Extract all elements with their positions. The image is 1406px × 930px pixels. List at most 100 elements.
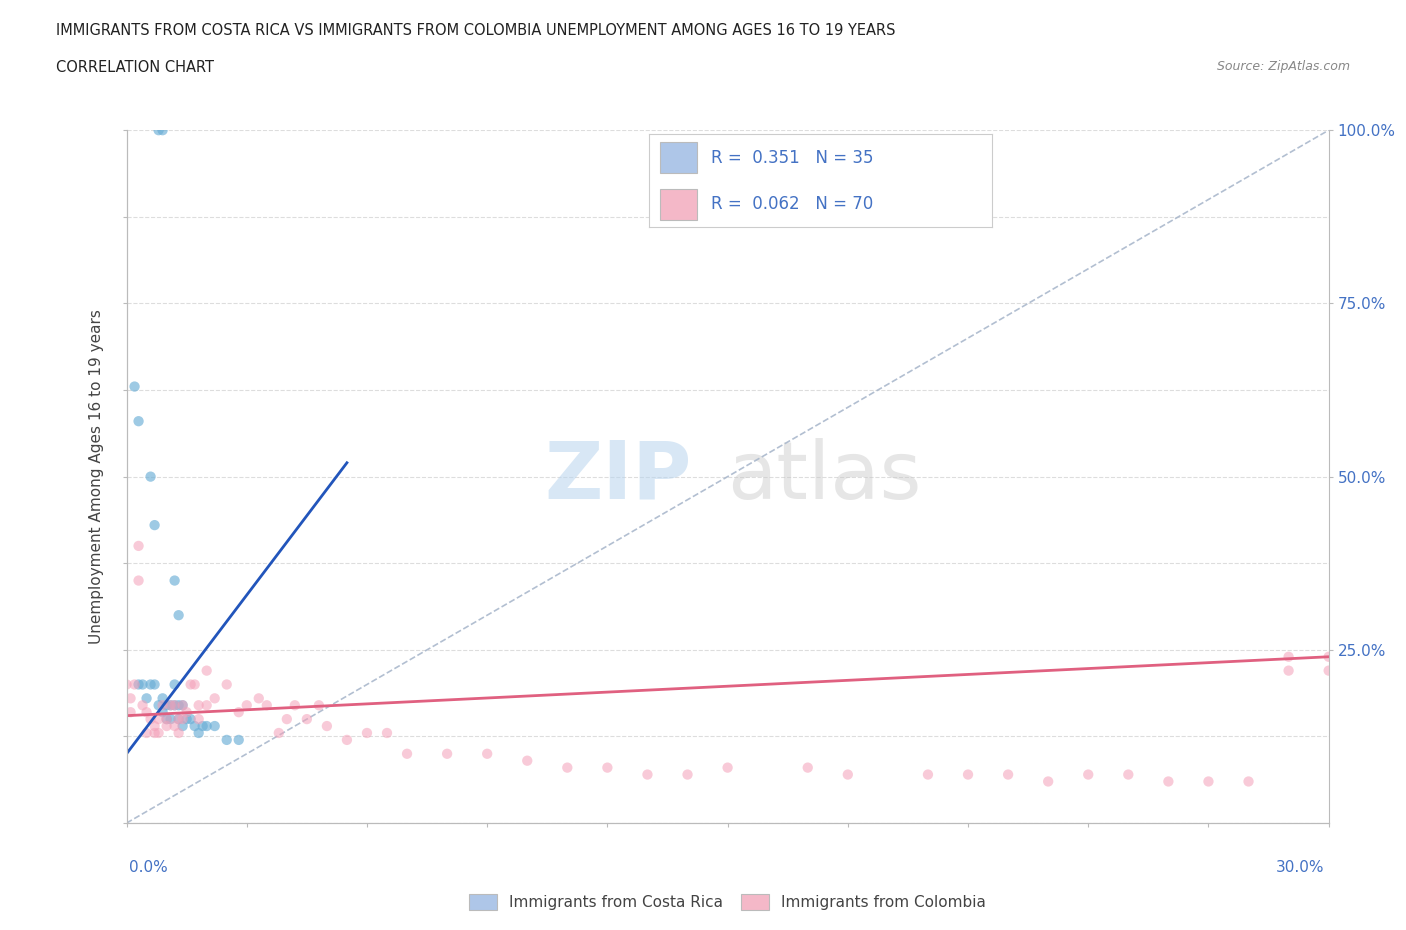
Point	[596, 760, 619, 775]
Text: R =  0.351   N = 35: R = 0.351 N = 35	[711, 149, 873, 166]
Point	[1157, 774, 1180, 789]
Point	[267, 725, 290, 740]
Point	[172, 719, 194, 734]
Point	[172, 698, 194, 712]
Point	[152, 123, 174, 138]
Text: Source: ZipAtlas.com: Source: ZipAtlas.com	[1216, 60, 1350, 73]
Point	[436, 746, 458, 761]
Point	[308, 698, 330, 712]
Point	[163, 719, 186, 734]
Point	[336, 733, 359, 748]
Point	[167, 608, 190, 623]
Point	[284, 698, 307, 712]
Point	[139, 677, 162, 692]
Point	[204, 719, 226, 734]
Point	[148, 123, 170, 138]
Point	[187, 711, 209, 726]
Point	[155, 719, 177, 734]
Point	[163, 698, 186, 712]
Point	[143, 677, 166, 692]
Point	[159, 698, 181, 712]
Point	[135, 725, 157, 740]
Point	[172, 711, 194, 726]
Point	[557, 760, 579, 775]
Point	[143, 518, 166, 533]
Text: 30.0%: 30.0%	[1277, 860, 1324, 875]
Point	[516, 753, 538, 768]
Point	[956, 767, 979, 782]
Point	[195, 698, 218, 712]
Point	[228, 733, 250, 748]
Point	[235, 698, 259, 712]
Point	[183, 677, 205, 692]
Point	[396, 746, 419, 761]
Point	[215, 733, 238, 748]
Point	[636, 767, 658, 782]
Point	[139, 711, 162, 726]
FancyBboxPatch shape	[659, 142, 697, 173]
Point	[176, 705, 198, 720]
Point	[1277, 649, 1299, 664]
Point	[159, 698, 181, 712]
Point	[159, 711, 181, 726]
Point	[1317, 649, 1340, 664]
Point	[215, 677, 238, 692]
Point	[228, 705, 250, 720]
Point	[163, 573, 186, 588]
Point	[475, 746, 498, 761]
Point	[128, 573, 150, 588]
Point	[315, 719, 337, 734]
Point	[997, 767, 1019, 782]
Point	[180, 677, 202, 692]
Point	[796, 760, 818, 775]
Point	[356, 725, 378, 740]
Point	[124, 379, 146, 394]
Point	[148, 711, 170, 726]
Text: 0.0%: 0.0%	[129, 860, 169, 875]
Point	[167, 698, 190, 712]
Point	[148, 698, 170, 712]
Point	[195, 663, 218, 678]
Point	[152, 691, 174, 706]
Point	[247, 691, 270, 706]
Text: CORRELATION CHART: CORRELATION CHART	[56, 60, 214, 75]
Point	[128, 538, 150, 553]
Text: ZIP: ZIP	[544, 438, 692, 515]
Y-axis label: Unemployment Among Ages 16 to 19 years: Unemployment Among Ages 16 to 19 years	[89, 309, 104, 644]
Point	[256, 698, 278, 712]
Point	[163, 677, 186, 692]
Point	[115, 677, 138, 692]
Point	[837, 767, 859, 782]
Point	[152, 698, 174, 712]
Point	[176, 711, 198, 726]
Point	[1198, 774, 1220, 789]
Point	[167, 711, 190, 726]
FancyBboxPatch shape	[659, 189, 697, 219]
Point	[143, 725, 166, 740]
Point	[148, 725, 170, 740]
Point	[1077, 767, 1099, 782]
Point	[152, 705, 174, 720]
Point	[155, 711, 177, 726]
Legend: Immigrants from Costa Rica, Immigrants from Colombia: Immigrants from Costa Rica, Immigrants f…	[463, 888, 993, 917]
Point	[191, 719, 214, 734]
Point	[676, 767, 699, 782]
Point	[143, 719, 166, 734]
Point	[716, 760, 740, 775]
Point	[204, 691, 226, 706]
Point	[172, 698, 194, 712]
Point	[124, 677, 146, 692]
Point	[128, 414, 150, 429]
Point	[183, 719, 205, 734]
Point	[128, 677, 150, 692]
Point	[1277, 663, 1299, 678]
Point	[917, 767, 939, 782]
Point	[135, 691, 157, 706]
Point	[120, 691, 142, 706]
Point	[163, 698, 186, 712]
Point	[131, 698, 153, 712]
Point	[1038, 774, 1060, 789]
Text: R =  0.062   N = 70: R = 0.062 N = 70	[711, 195, 873, 213]
Text: atlas: atlas	[728, 438, 922, 515]
Point	[135, 705, 157, 720]
